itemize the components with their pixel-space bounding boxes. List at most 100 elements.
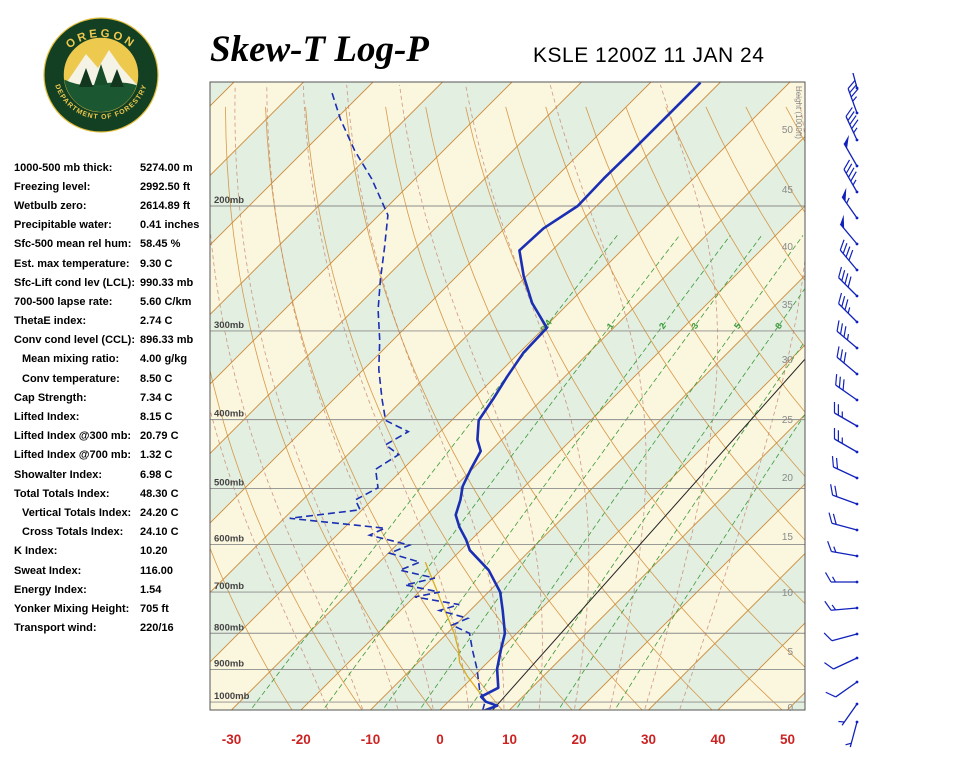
- height-tick-label: 0: [787, 703, 793, 714]
- x-axis-tick-label: 50: [780, 732, 795, 747]
- wind-barb: [824, 600, 859, 611]
- stat-label: Showalter Index:: [14, 468, 103, 481]
- height-tick-label: 40: [782, 242, 794, 253]
- logo-tree-icon: [94, 64, 108, 85]
- stat-value: 7.34 C: [140, 391, 173, 404]
- stat-value: 20.79 C: [140, 430, 179, 443]
- stat-label: Transport wind:: [14, 622, 97, 635]
- stat-row: Cross Totals Index: 24.10 C: [14, 523, 214, 542]
- wind-barb: [838, 702, 859, 726]
- wind-barb: [824, 656, 859, 670]
- stat-label: Cap Strength:: [14, 391, 87, 404]
- mixing-ratio-label: 1: [605, 321, 616, 331]
- stat-row: Sfc-500 mean rel hum: 58.45 %: [14, 235, 214, 254]
- stat-value: 8.50 C: [140, 372, 173, 385]
- height-tick-label: 45: [782, 185, 794, 196]
- stat-row: 700-500 lapse rate: 5.60 C/km: [14, 292, 214, 311]
- stat-row: ThetaE index: 2.74 C: [14, 312, 214, 331]
- dewpoint-trace: [289, 89, 486, 710]
- stat-row: Sfc-Lift cond lev (LCL): 990.33 mb: [14, 273, 214, 292]
- temperature-trace: [454, 82, 702, 710]
- stat-label: Sfc-500 mean rel hum:: [14, 238, 132, 251]
- wind-barb: [835, 374, 859, 402]
- stat-label: 700-500 lapse rate:: [14, 295, 113, 308]
- height-tick-label: 25: [782, 415, 794, 426]
- stat-label: Cross Totals Index:: [22, 526, 124, 539]
- reference-line: [492, 358, 805, 710]
- stat-label: Conv temperature:: [22, 372, 120, 385]
- sounding-indices-panel: 1000-500 mb thick: 5274.00 m Freezing leve…: [14, 158, 214, 638]
- x-axis-tick-label: 0: [436, 732, 444, 747]
- stat-value: 8.15 C: [140, 411, 173, 424]
- stat-row: Energy Index: 1.54: [14, 580, 214, 599]
- mixing-ratio-label: 2: [657, 321, 668, 331]
- plot-area: 0.4 1 2 3 5 8200mb300mb400mb500mb600mb700mb80…: [210, 82, 805, 710]
- height-tick-label: 20: [782, 473, 794, 484]
- mixing-ratio-label: 5: [732, 321, 743, 331]
- stat-row: Vertical Totals Index: 24.20 C: [14, 503, 214, 522]
- stat-label: Total Totals Index:: [14, 487, 110, 500]
- stat-row: Wetbulb zero: 2614.89 ft: [14, 196, 214, 215]
- stat-label: Precipitable water:: [14, 219, 112, 232]
- logo-tree-icon: [110, 69, 124, 87]
- stat-value: 4.00 g/kg: [140, 353, 188, 366]
- logo-forest: [64, 79, 138, 112]
- height-tick-label: 50: [782, 125, 794, 136]
- stat-value: 1.54: [140, 583, 162, 596]
- stat-label: Mean mixing ratio:: [22, 353, 120, 366]
- wind-barb: [831, 456, 859, 480]
- stat-label: Lifted Index @700 mb:: [14, 449, 132, 462]
- stat-label: Sfc-Lift cond lev (LCL):: [14, 276, 135, 289]
- stat-value: 24.20 C: [140, 506, 179, 519]
- stat-row: K Index: 10.20: [14, 542, 214, 561]
- wind-barb: [838, 266, 859, 298]
- pressure-label: 200mb: [214, 195, 244, 206]
- pressure-label: 400mb: [214, 409, 244, 420]
- stat-label: Freezing level:: [14, 180, 91, 193]
- stat-value: 24.10 C: [140, 526, 179, 539]
- stat-label: ThetaE index:: [14, 315, 87, 328]
- stat-value: 58.45 %: [140, 238, 181, 251]
- stat-row: Conv cond level (CCL): 896.33 mb: [14, 331, 214, 350]
- pressure-label: 500mb: [214, 477, 244, 488]
- stat-value: 1.32 C: [140, 449, 173, 462]
- height-tick-label: 35: [782, 300, 794, 311]
- logo-scene: [64, 50, 138, 112]
- wind-barb: [843, 159, 859, 194]
- stat-value: 2.74 C: [140, 315, 173, 328]
- stat-row: Lifted Index @300 mb: 20.79 C: [14, 427, 214, 446]
- stat-value: 0.41 inches: [140, 219, 200, 232]
- stat-value: 990.33 mb: [140, 276, 194, 289]
- wind-barb: [825, 680, 859, 698]
- stat-label: 1000-500 mb thick:: [14, 161, 113, 174]
- x-axis-tick-label: -20: [291, 732, 311, 747]
- stat-value: 5274.00 m: [140, 161, 193, 174]
- wind-barb: [838, 292, 859, 324]
- stat-value: 48.30 C: [140, 487, 179, 500]
- stat-row: Mean mixing ratio: 4.00 g/kg: [14, 350, 214, 369]
- stat-row: Lifted Index @700 mb: 1.32 C: [14, 446, 214, 465]
- wind-barb: [843, 134, 859, 168]
- x-axis-tick-label: 30: [641, 732, 656, 747]
- stat-value: 9.30 C: [140, 257, 173, 270]
- stat-row: Freezing level: 2992.50 ft: [14, 177, 214, 196]
- wind-barb: [839, 214, 859, 246]
- wind-barb: [824, 572, 859, 584]
- wind-barb: [823, 632, 859, 642]
- stat-label: Est. max temperature:: [14, 257, 130, 270]
- odf-logo: OREGON DEPARTMENT OF FORESTRY: [43, 17, 159, 133]
- pressure-label: 900mb: [214, 659, 244, 670]
- pressure-label: 600mb: [214, 534, 244, 545]
- stat-row: Precipitable water: 0.41 inches: [14, 216, 214, 235]
- pressure-label: 1000mb: [214, 691, 250, 702]
- x-axis-tick-label: -30: [222, 732, 242, 747]
- stat-value: 220/16: [140, 622, 174, 635]
- stat-value: 2614.89 ft: [140, 199, 191, 212]
- stat-row: Total Totals Index: 48.30 C: [14, 484, 214, 503]
- stat-value: 2992.50 ft: [140, 180, 191, 193]
- stat-row: Est. max temperature: 9.30 C: [14, 254, 214, 273]
- mixing-ratio-label: 8: [773, 321, 784, 331]
- wind-barb: [833, 402, 859, 428]
- stat-row: Sweat Index: 116.00: [14, 561, 214, 580]
